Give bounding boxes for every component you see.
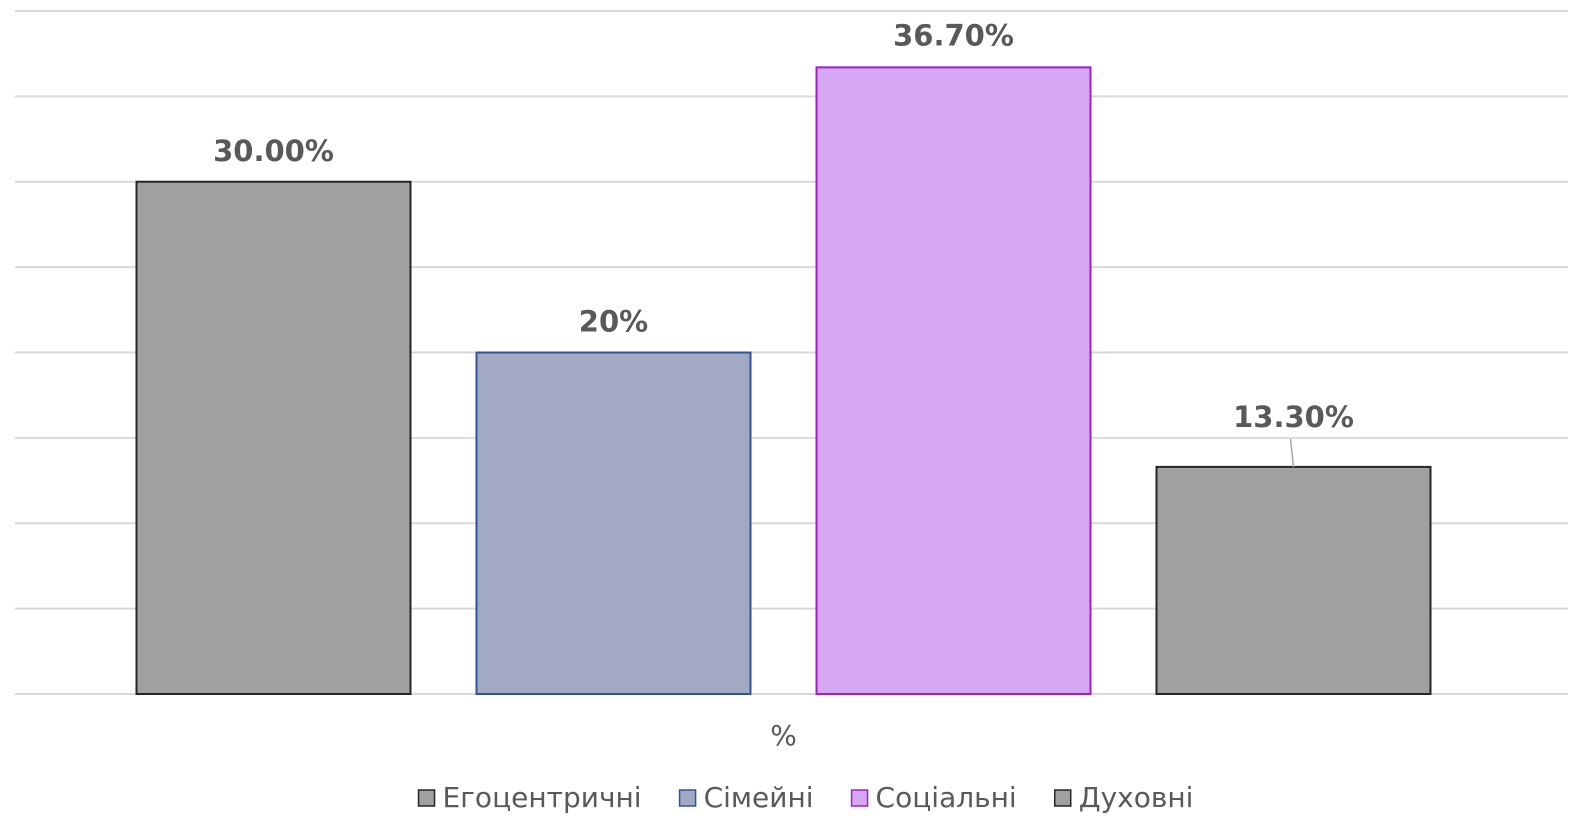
legend-label: Егоцентричні <box>443 781 642 814</box>
x-tick-label: % <box>770 719 797 752</box>
legend-swatch <box>417 789 436 807</box>
value-label: 30.00% <box>213 134 334 168</box>
leader-line <box>1289 438 1295 467</box>
legend-swatch <box>850 789 869 807</box>
bar <box>1155 465 1432 695</box>
bar <box>135 180 412 695</box>
bar <box>475 351 752 695</box>
value-label: 36.70% <box>893 18 1014 52</box>
bar <box>815 66 1092 696</box>
value-label: 13.30% <box>1233 400 1354 434</box>
legend-label: Соціальні <box>876 781 1017 814</box>
legend-swatch <box>678 789 697 807</box>
legend-swatch <box>1053 789 1072 807</box>
legend-label: Сімейні <box>704 781 814 814</box>
value-label: 20% <box>579 305 648 339</box>
legend-label: Духовні <box>1079 781 1194 814</box>
